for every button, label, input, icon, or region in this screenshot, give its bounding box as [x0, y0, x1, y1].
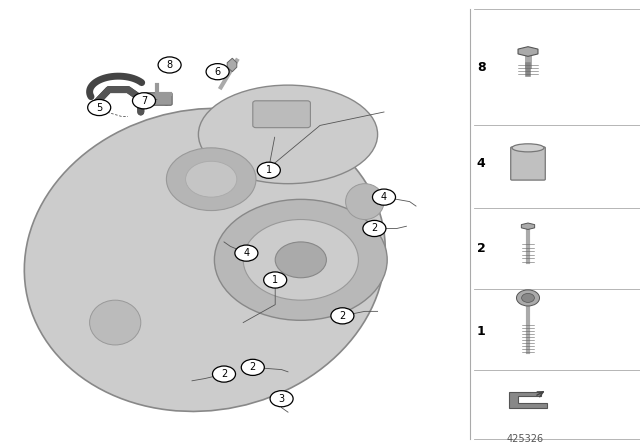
- Circle shape: [372, 189, 396, 205]
- FancyBboxPatch shape: [511, 147, 545, 180]
- Ellipse shape: [198, 85, 378, 184]
- Circle shape: [132, 93, 156, 109]
- Text: 2: 2: [371, 224, 378, 233]
- FancyBboxPatch shape: [253, 101, 310, 128]
- Text: 2: 2: [339, 311, 346, 321]
- Polygon shape: [227, 58, 237, 72]
- Circle shape: [162, 60, 177, 70]
- Text: 8: 8: [166, 60, 173, 70]
- Ellipse shape: [346, 184, 384, 220]
- Circle shape: [214, 199, 387, 320]
- Text: 2: 2: [250, 362, 256, 372]
- FancyBboxPatch shape: [144, 93, 172, 105]
- Circle shape: [206, 64, 229, 80]
- Text: 425326: 425326: [506, 434, 543, 444]
- Circle shape: [212, 366, 236, 382]
- Text: 3: 3: [278, 394, 285, 404]
- Circle shape: [257, 162, 280, 178]
- Text: 7: 7: [141, 96, 147, 106]
- Polygon shape: [522, 223, 534, 229]
- Text: 4: 4: [381, 192, 387, 202]
- Ellipse shape: [90, 300, 141, 345]
- Circle shape: [270, 391, 293, 407]
- Circle shape: [88, 99, 111, 116]
- Text: 6: 6: [214, 67, 221, 77]
- Circle shape: [363, 220, 386, 237]
- Text: 1: 1: [266, 165, 272, 175]
- Circle shape: [331, 308, 354, 324]
- Text: 2: 2: [477, 242, 486, 255]
- Circle shape: [522, 293, 534, 302]
- Circle shape: [235, 245, 258, 261]
- Text: 2: 2: [221, 369, 227, 379]
- Circle shape: [186, 161, 237, 197]
- Ellipse shape: [512, 144, 544, 152]
- Text: 4: 4: [477, 157, 486, 170]
- Ellipse shape: [24, 108, 385, 411]
- Text: 5: 5: [96, 103, 102, 112]
- Polygon shape: [509, 392, 547, 408]
- Circle shape: [241, 359, 264, 375]
- Circle shape: [243, 220, 358, 300]
- Circle shape: [158, 57, 181, 73]
- Circle shape: [264, 272, 287, 288]
- Text: 1: 1: [272, 275, 278, 285]
- Circle shape: [275, 242, 326, 278]
- Text: 8: 8: [477, 60, 485, 74]
- Text: 4: 4: [243, 248, 250, 258]
- Polygon shape: [518, 47, 538, 56]
- Circle shape: [166, 148, 256, 211]
- Circle shape: [516, 290, 540, 306]
- Text: 1: 1: [477, 325, 486, 338]
